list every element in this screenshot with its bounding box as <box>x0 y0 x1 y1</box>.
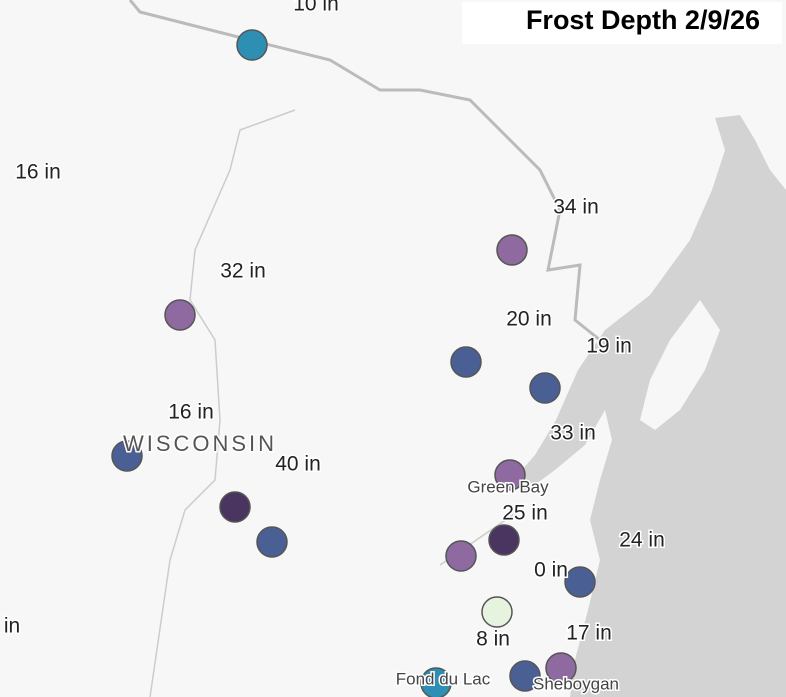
depth-label: 20 in <box>506 308 552 331</box>
station <box>236 29 268 61</box>
depth-label: 25 in <box>502 502 548 525</box>
peninsula <box>640 300 720 430</box>
river <box>149 109 296 697</box>
title-box <box>462 2 782 44</box>
place-label: Fond du Lac <box>396 669 491 688</box>
depth-label: 8 in <box>476 628 510 651</box>
station <box>445 540 477 572</box>
station <box>481 596 513 628</box>
depth-label: 40 in <box>275 453 321 476</box>
title: Frost Depth 2/9/26 <box>526 5 760 35</box>
station <box>164 299 196 331</box>
depth-label: 10 in <box>293 0 339 16</box>
station <box>545 652 577 684</box>
depth-label: 0 in <box>534 559 568 582</box>
depth-label: 33 in <box>550 422 596 445</box>
stations <box>111 29 596 697</box>
station <box>494 459 526 491</box>
station <box>219 491 251 523</box>
place-label: Sheboygan <box>533 674 619 693</box>
depth-label: in <box>4 615 20 638</box>
station <box>564 566 596 598</box>
station <box>420 667 452 697</box>
place-label: Green Bay <box>467 477 549 496</box>
depth-label: 34 in <box>553 196 599 219</box>
station <box>488 524 520 556</box>
station <box>256 526 288 558</box>
station <box>450 346 482 378</box>
station <box>496 234 528 266</box>
depth-label: 16 in <box>15 161 61 184</box>
state-label: WISCONSIN <box>123 431 277 456</box>
station <box>111 440 143 472</box>
depth-label: 16 in <box>168 401 214 424</box>
depth-label: 24 in <box>619 529 665 552</box>
depth-label: 17 in <box>566 622 612 645</box>
depth-label: 19 in <box>586 335 632 358</box>
depth-label: 32 in <box>220 260 266 283</box>
station <box>509 660 541 692</box>
station <box>529 372 561 404</box>
